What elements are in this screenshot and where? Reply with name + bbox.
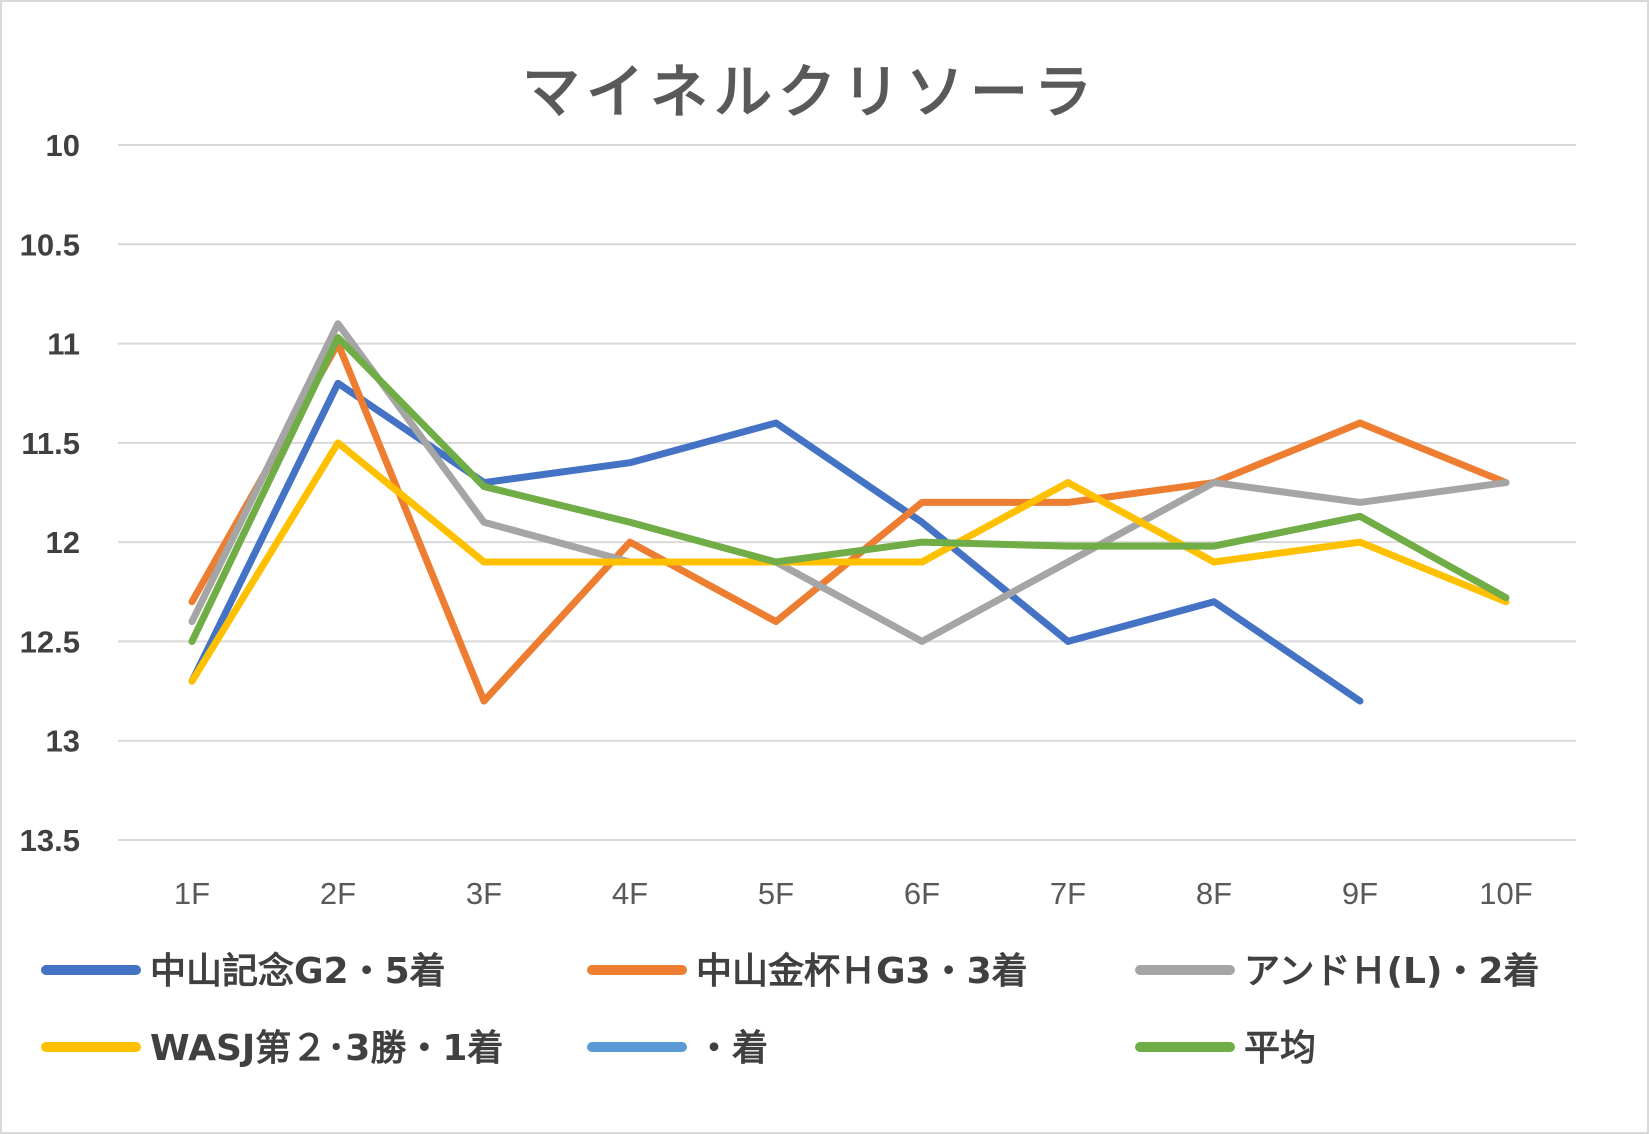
legend-item: アンドＨ(L)・2着: [1135, 951, 1539, 992]
x-tick-label: 8F: [1196, 876, 1232, 911]
y-tick-label: 11: [47, 327, 80, 362]
y-tick-label: 11.5: [21, 426, 80, 461]
x-tick-label: 2F: [320, 876, 356, 911]
series-line-2: [188, 320, 1510, 645]
legend-item: 中山記念G2・5着: [41, 950, 446, 992]
y-axis-ticks: 10 10.5 11 11.5 12 12.5 13 13.5: [20, 128, 80, 858]
x-axis-ticks: 1F 2F 3F 4F 5F 6F 7F 8F 9F 10F: [174, 876, 1533, 911]
legend-item: 中山金杯ＨG3・3着: [587, 950, 1028, 992]
series-line-3: [188, 439, 1510, 685]
x-tick-label: 7F: [1050, 876, 1086, 911]
legend-label: 平均: [1244, 1028, 1316, 1069]
x-tick-label: 4F: [612, 876, 648, 911]
x-tick-label: 9F: [1342, 876, 1378, 911]
legend-label: 中山記念G2・5着: [150, 950, 446, 992]
x-tick-label: 1F: [174, 876, 210, 911]
legend-label: ・着: [696, 1028, 768, 1069]
series-line-0: [188, 379, 1364, 705]
legend: 中山記念G2・5着 中山金杯ＨG3・3着 アンドＨ(L)・2着 WASJ第２･3勝・1…: [41, 950, 1539, 1069]
gridlines: [118, 144, 1576, 841]
y-tick-label: 10.5: [20, 227, 80, 262]
legend-item: WASJ第２･3勝・1着: [41, 1028, 503, 1069]
legend-label: WASJ第２･3勝・1着: [150, 1028, 503, 1069]
y-tick-label: 13.5: [20, 823, 80, 858]
legend-label: 中山金杯ＨG3・3着: [696, 950, 1028, 992]
series-lines: [188, 320, 1510, 705]
y-tick-label: 12: [46, 525, 80, 560]
x-tick-label: 5F: [758, 876, 794, 911]
chart-title: マイネルクリソーラ: [522, 58, 1098, 126]
x-tick-label: 10F: [1479, 876, 1532, 911]
legend-item: ・着: [587, 1028, 768, 1069]
x-tick-label: 3F: [466, 876, 502, 911]
y-tick-label: 10: [46, 128, 80, 163]
y-tick-label: 13: [46, 724, 80, 759]
legend-item: 平均: [1135, 1028, 1316, 1069]
legend-label: アンドＨ(L)・2着: [1244, 951, 1539, 992]
y-tick-label: 12.5: [20, 624, 80, 659]
x-tick-label: 6F: [904, 876, 940, 911]
series-line-5: [188, 334, 1510, 645]
